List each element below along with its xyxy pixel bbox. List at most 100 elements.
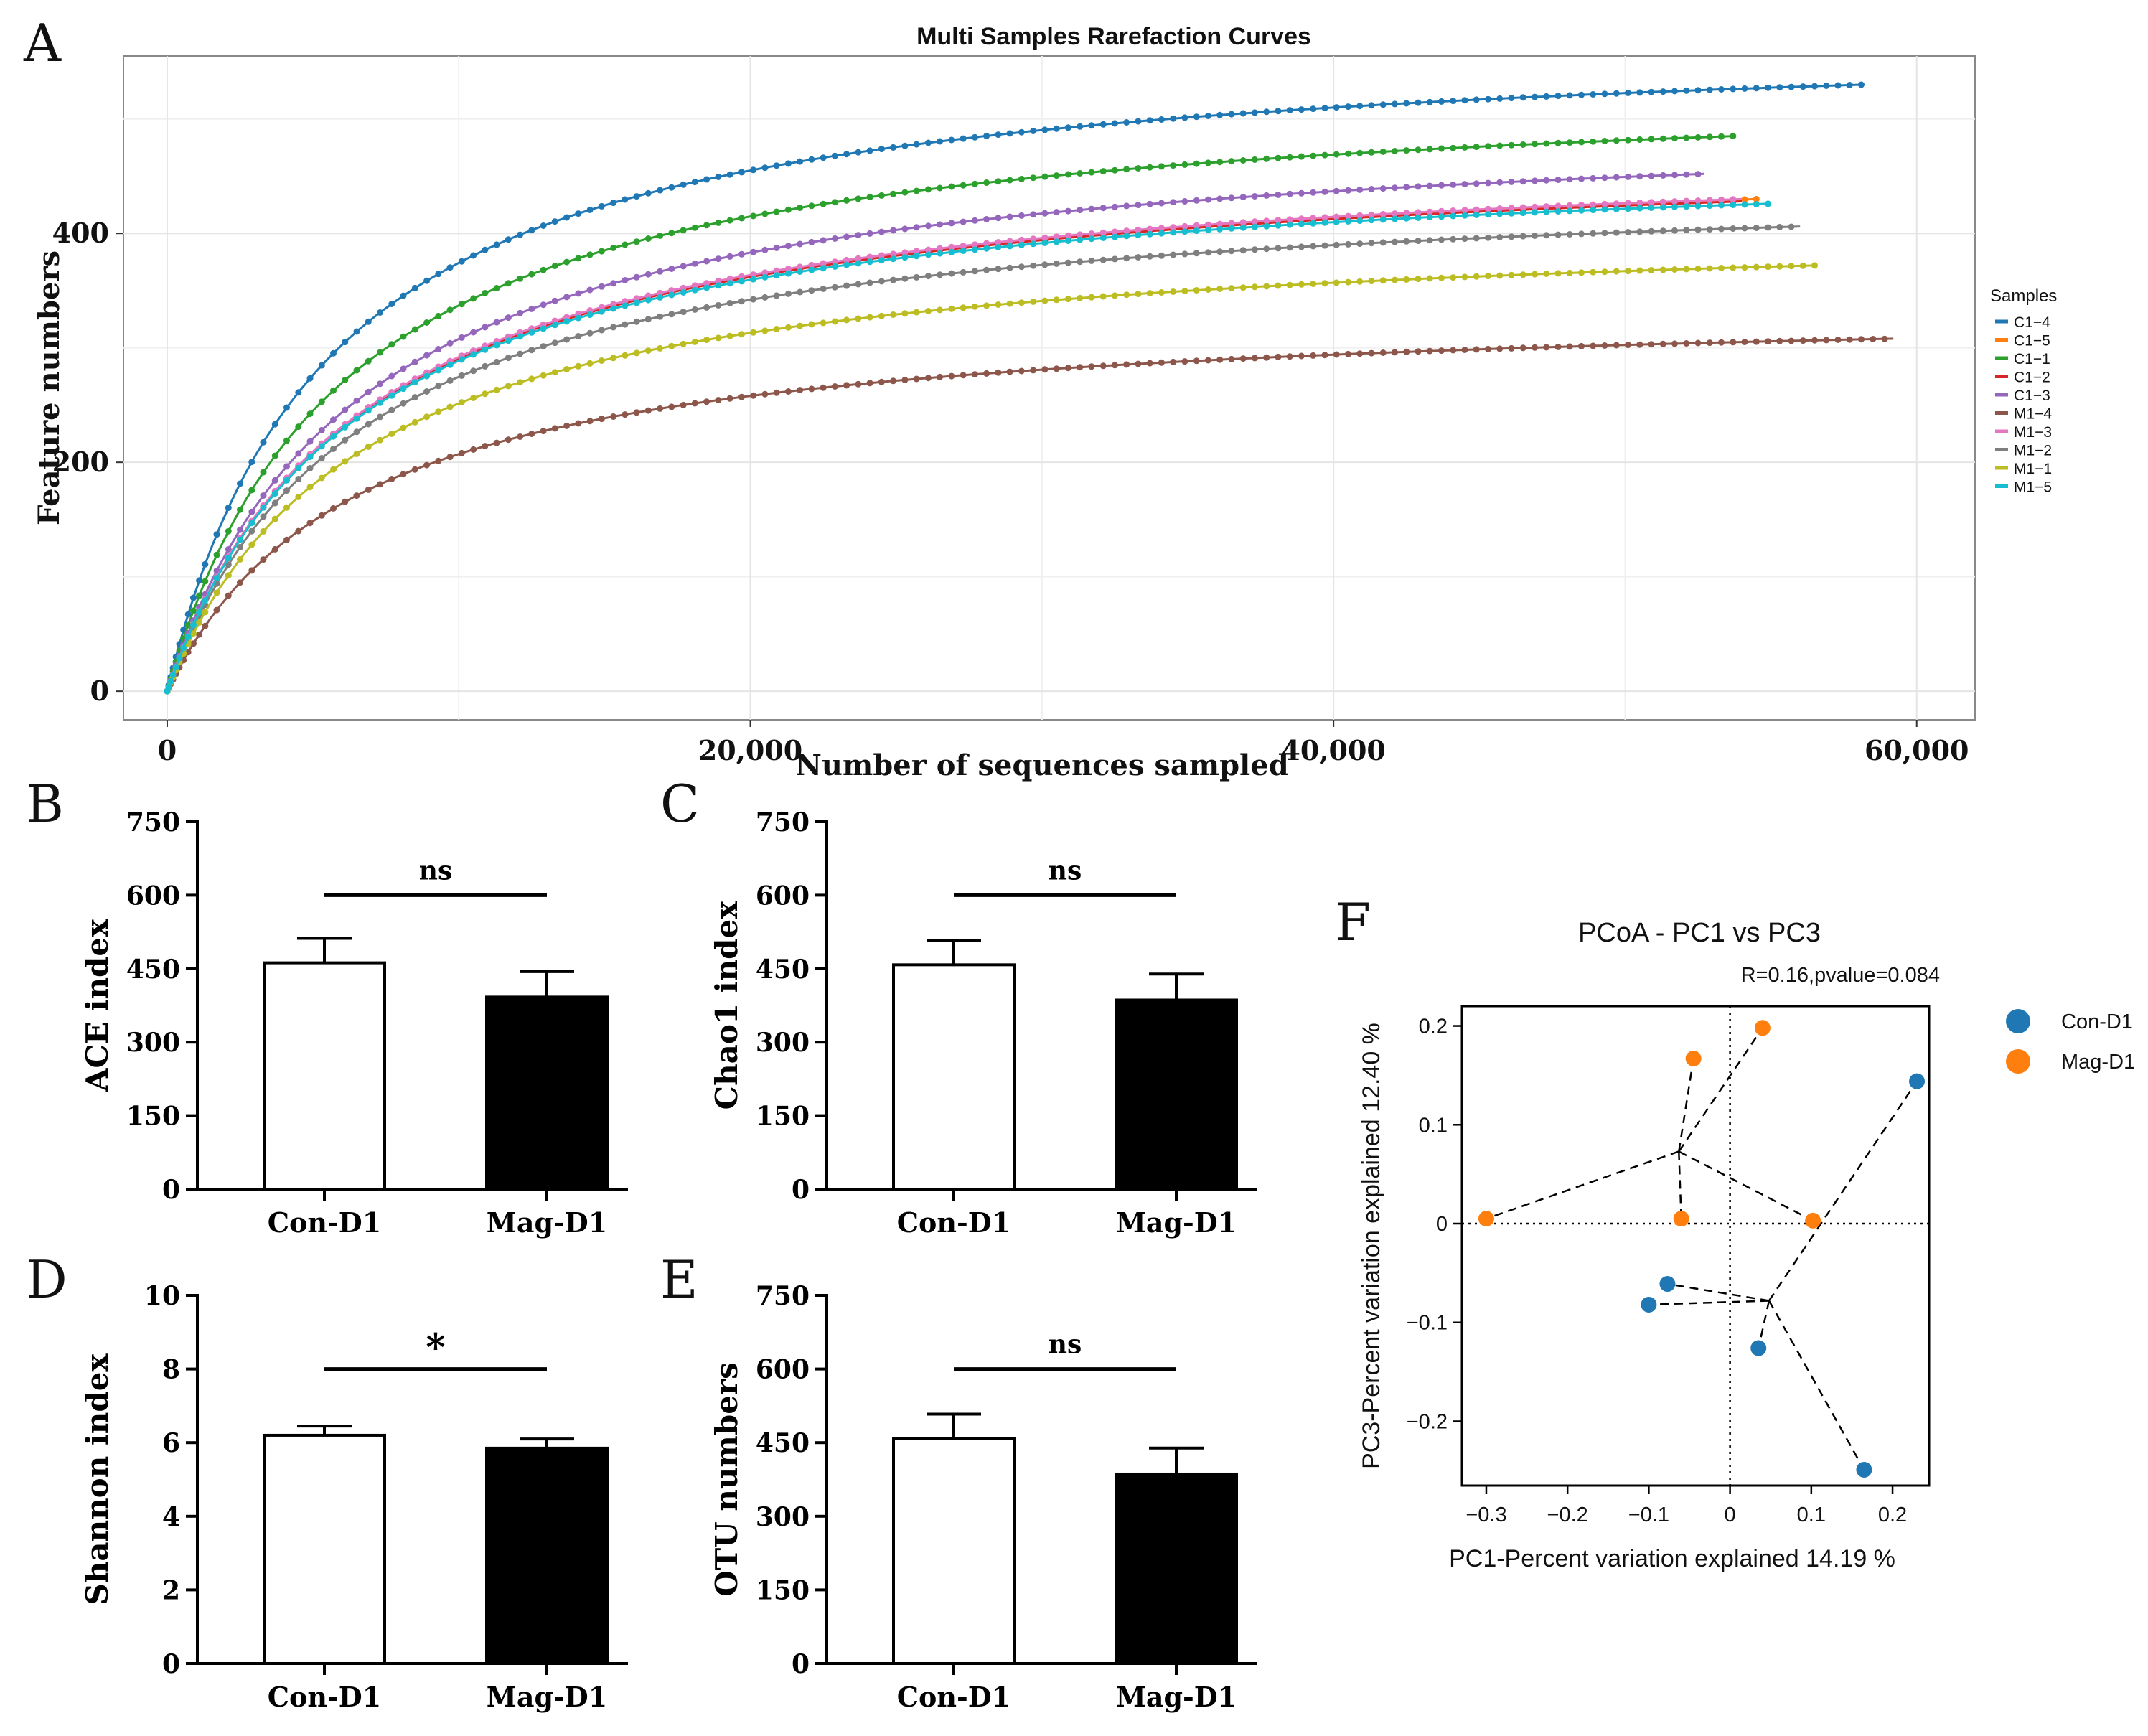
data-point	[260, 513, 267, 520]
data-point	[901, 254, 909, 261]
data-point	[1135, 226, 1142, 233]
data-point	[551, 339, 558, 347]
data-point	[260, 438, 267, 446]
data-point	[1450, 274, 1457, 281]
data-point	[423, 352, 431, 359]
data-point	[1053, 172, 1060, 179]
data-point	[1485, 95, 1491, 103]
data-point	[983, 216, 990, 222]
x-tick-label: 0	[158, 734, 177, 766]
data-point	[680, 181, 687, 188]
x-tick-label: 40,000	[1281, 734, 1385, 766]
data-point	[1753, 85, 1760, 92]
data-point	[1519, 94, 1526, 101]
data-point	[575, 210, 582, 217]
data-point	[855, 380, 862, 388]
data-point	[668, 342, 675, 349]
data-point	[1181, 228, 1188, 235]
data-point	[610, 413, 617, 420]
data-point	[330, 466, 337, 473]
data-point	[248, 508, 255, 515]
data-point	[960, 135, 967, 142]
legend: Con-D1 Mag-D1	[2006, 1009, 2135, 1074]
data-point	[715, 219, 722, 226]
data-point	[1135, 254, 1142, 261]
data-point	[1811, 262, 1818, 269]
data-point	[797, 263, 804, 271]
data-point	[1415, 183, 1422, 190]
data-point	[458, 301, 465, 308]
data-point	[784, 388, 792, 395]
data-point	[505, 280, 512, 287]
data-point	[1613, 90, 1620, 97]
data-point	[1613, 205, 1620, 212]
data-point	[1379, 210, 1387, 217]
data-point	[761, 210, 769, 217]
data-point	[703, 304, 710, 311]
y-tick-label: 8	[162, 1355, 180, 1385]
data-point	[225, 561, 232, 568]
legend-item-label: M1−3	[2014, 424, 2052, 441]
data-point	[1566, 202, 1573, 209]
data-point	[1356, 278, 1364, 285]
data-point	[1485, 143, 1491, 150]
y-tick-label: 600	[126, 881, 180, 911]
data-point	[1310, 352, 1317, 359]
data-point	[703, 280, 710, 287]
y-tick-label: 200	[52, 446, 109, 478]
data-point	[388, 476, 395, 482]
data-point	[1216, 220, 1224, 227]
data-point	[1683, 340, 1690, 347]
data-point	[423, 319, 431, 326]
data-point	[1392, 148, 1398, 154]
data-point	[1064, 207, 1071, 215]
data-point	[482, 346, 489, 353]
point-1	[1685, 1050, 1702, 1066]
data-point	[1823, 337, 1830, 344]
data-point	[680, 284, 687, 291]
data-point	[691, 179, 698, 186]
data-point	[318, 512, 325, 519]
data-point	[540, 301, 547, 309]
data-point	[1204, 357, 1211, 364]
data-point	[353, 428, 360, 436]
data-point	[1392, 100, 1398, 108]
data-point	[971, 371, 978, 378]
data-point	[890, 227, 897, 234]
panel-label-a: A	[23, 13, 62, 73]
data-point	[1310, 152, 1317, 159]
data-point	[1706, 133, 1713, 141]
data-point	[1006, 368, 1013, 375]
data-point	[657, 187, 664, 194]
x-tick-label: 0.1	[1797, 1503, 1826, 1526]
data-point	[1473, 273, 1480, 280]
data-point	[680, 263, 687, 270]
data-point	[225, 505, 232, 511]
data-point	[610, 280, 617, 287]
data-point	[586, 311, 594, 319]
y-tick-label: 750	[756, 807, 810, 837]
data-point	[1543, 232, 1550, 239]
data-point	[1636, 205, 1643, 212]
spider-line-0	[1768, 1080, 1918, 1302]
data-point	[1461, 181, 1468, 188]
data-point	[283, 437, 290, 444]
x-tick-label: Mag-D1	[487, 1681, 607, 1713]
data-point	[1788, 83, 1795, 90]
y-tick-label: 450	[756, 1428, 810, 1458]
data-point	[983, 370, 990, 377]
data-point	[1333, 218, 1340, 225]
data-point	[1158, 230, 1165, 237]
data-point	[1333, 279, 1340, 286]
data-point	[1275, 191, 1282, 198]
data-point	[1111, 120, 1118, 127]
spider-line-1	[1678, 1150, 1814, 1221]
data-point	[1566, 269, 1573, 276]
data-point	[797, 322, 804, 329]
data-point	[1286, 216, 1293, 223]
data-point	[435, 367, 442, 374]
data-point	[1123, 233, 1130, 240]
data-point	[1415, 214, 1422, 221]
data-point	[1181, 198, 1188, 205]
data-point	[948, 220, 955, 227]
